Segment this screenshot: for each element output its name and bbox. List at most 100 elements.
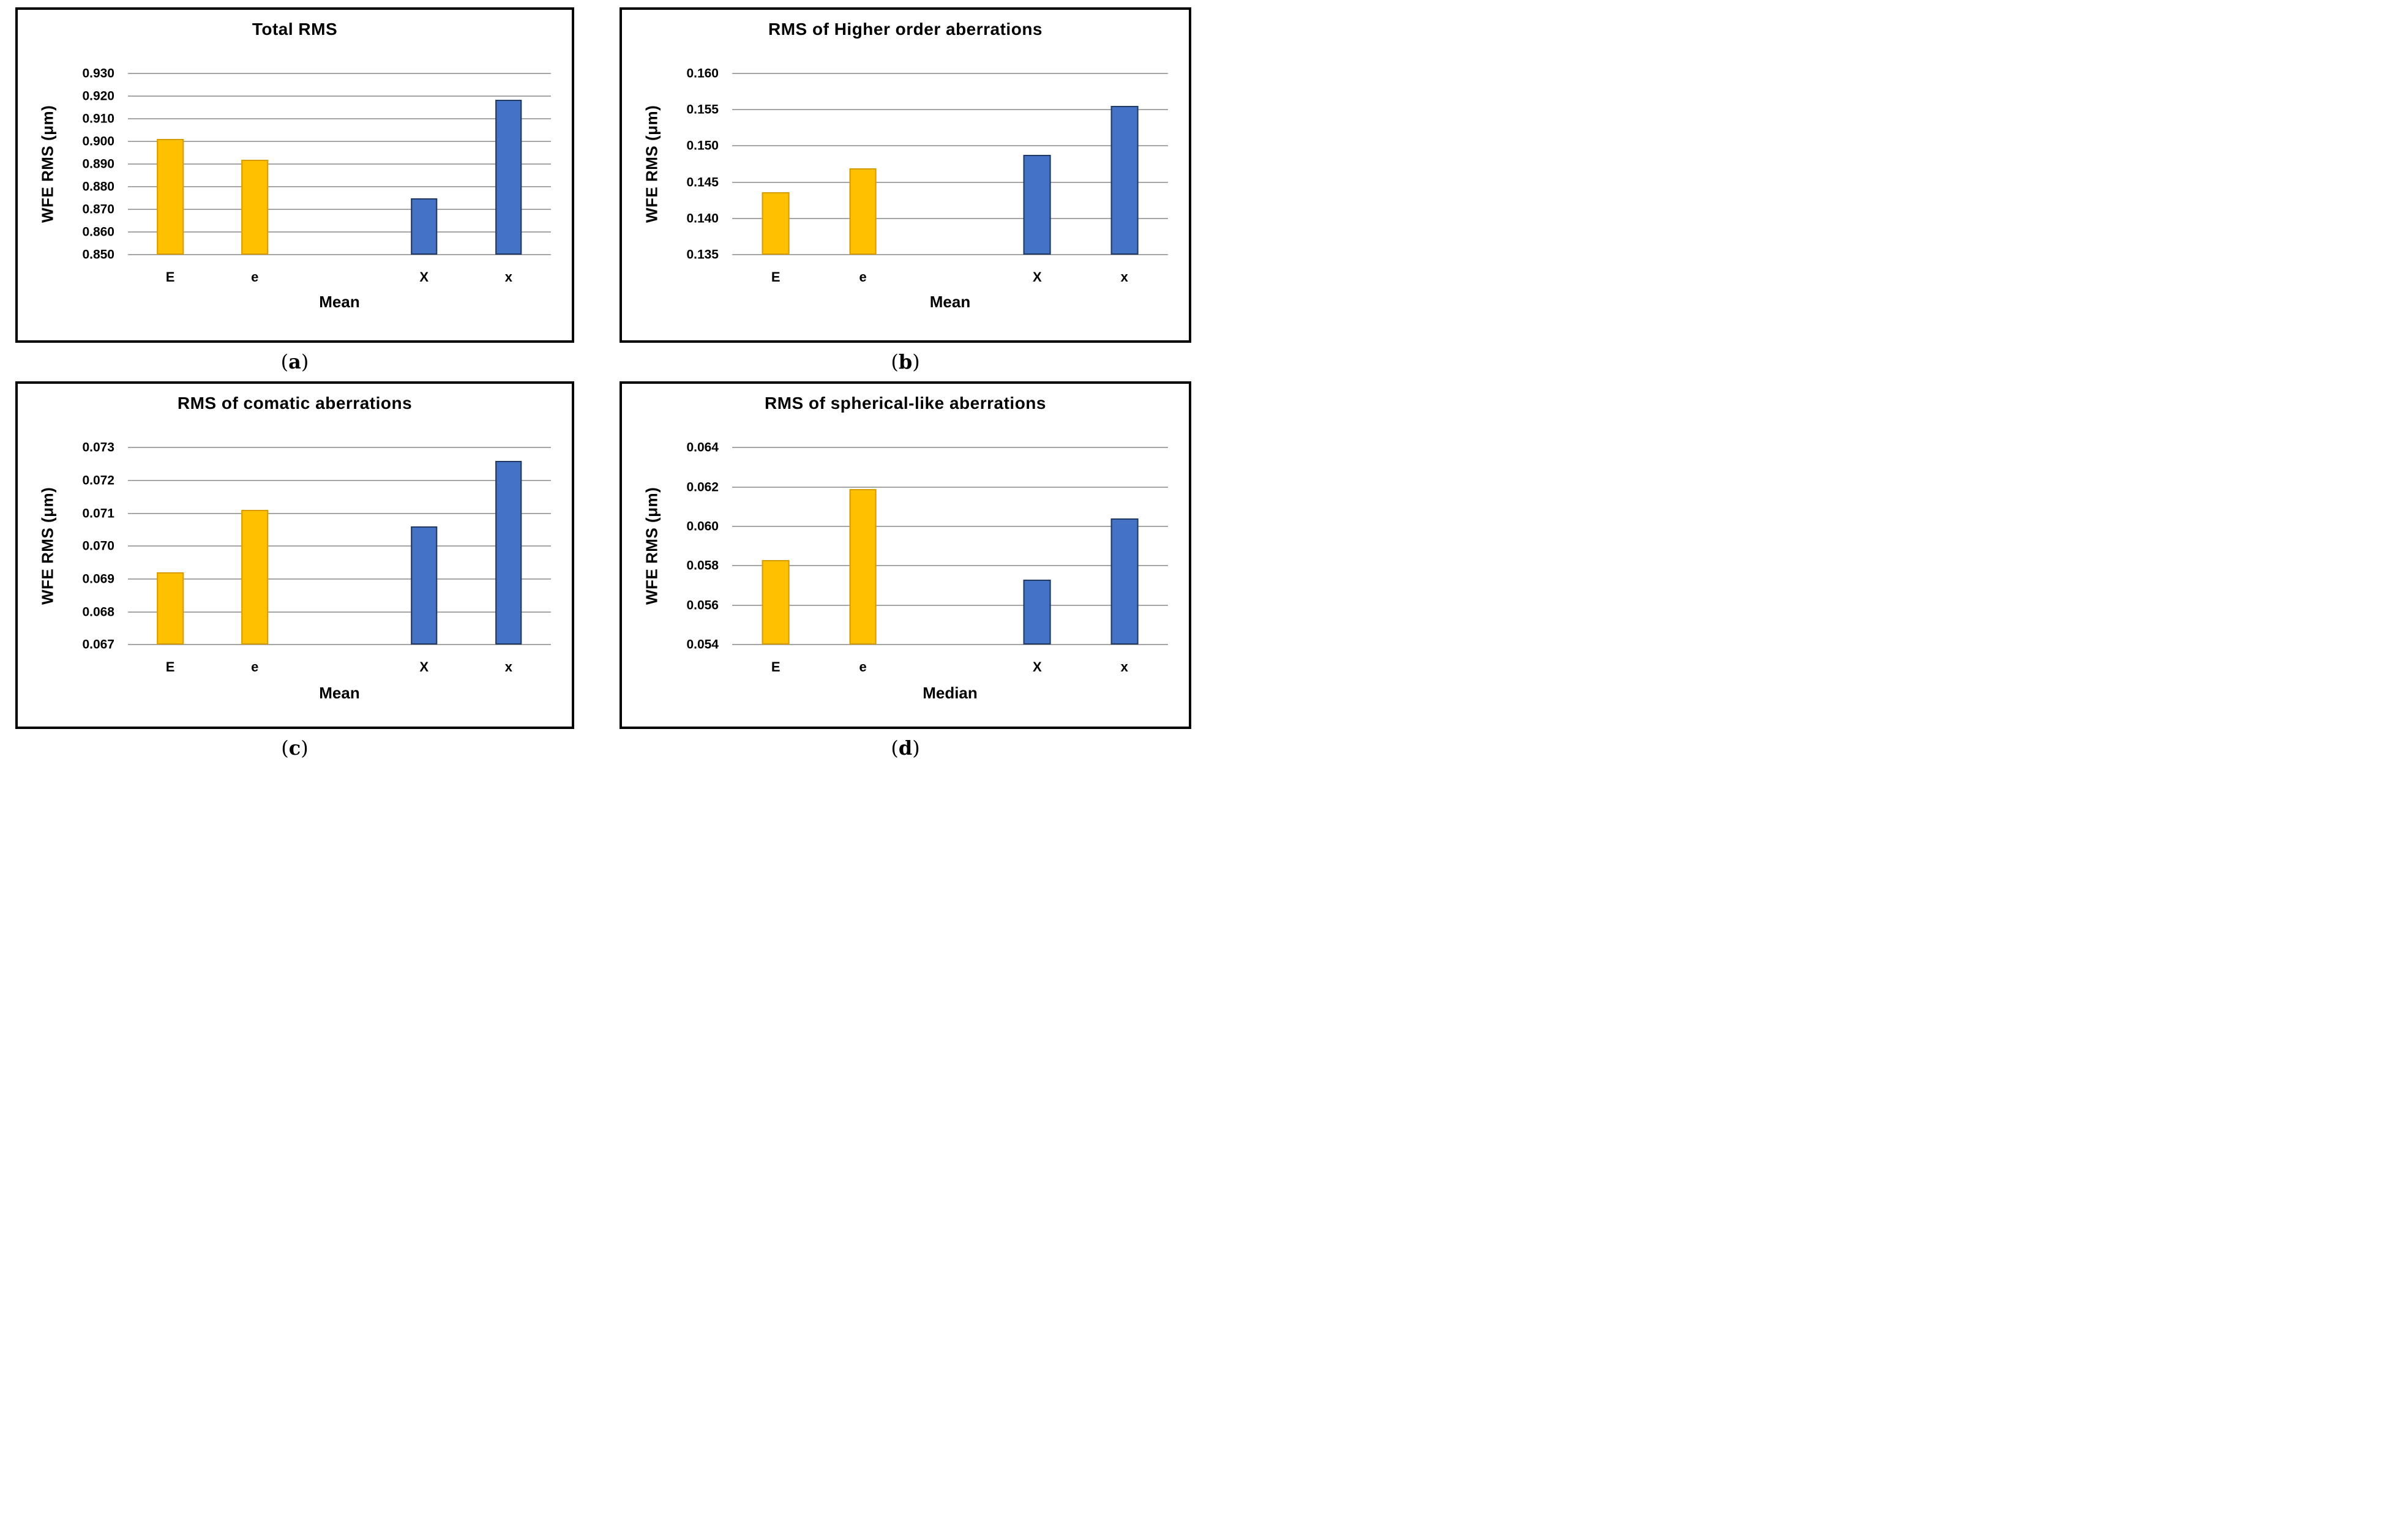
y-tick-label: 0.150 (686, 138, 719, 153)
y-axis-label: WFE RMS (μm) (642, 105, 661, 223)
y-tick-label: 0.062 (686, 480, 719, 495)
x-tick-label: x (1120, 659, 1128, 675)
caption-letter: a (288, 350, 301, 373)
x-tick-label: x (504, 269, 513, 285)
gridline (128, 254, 551, 255)
y-tick-label: 0.860 (82, 225, 114, 239)
caption-paren: ) (912, 736, 920, 760)
caption-paren: ( (280, 350, 289, 373)
gridline (128, 95, 551, 97)
gridline (732, 217, 1168, 219)
caption-paren: ( (891, 350, 899, 373)
gridline (128, 644, 551, 646)
caption-paren: ) (912, 350, 920, 373)
x-tick-label: X (419, 659, 429, 675)
gridline (128, 611, 551, 613)
bar-X (1023, 579, 1051, 645)
gridline (128, 479, 551, 481)
x-tick-label: X (1033, 269, 1042, 285)
bar-e (241, 510, 269, 645)
figure-caption-c: (c) (281, 738, 308, 759)
y-tick-label: 0.870 (82, 202, 114, 217)
gridline (732, 644, 1168, 646)
y-tick-label: 0.070 (82, 539, 114, 553)
figure-caption-d: (d) (891, 738, 919, 759)
gridline (732, 486, 1168, 488)
y-tick-label: 0.072 (82, 473, 114, 488)
x-axis-title: Mean (319, 293, 360, 311)
x-tick-label: E (165, 659, 175, 675)
plot-area: 0.850 0.860 0.870 0.880 0.890 0.900 0.910 0.920… (82, 67, 551, 285)
x-tick-label: e (859, 659, 867, 675)
x-tick-label: x (504, 659, 513, 675)
x-tick-label: e (251, 659, 259, 675)
bar-x (1110, 518, 1139, 645)
x-tick-label: E (771, 269, 781, 285)
bar-X (1023, 154, 1051, 255)
y-tick-label: 0.068 (82, 605, 114, 619)
y-tick-label: 0.920 (82, 89, 114, 103)
y-tick-label: 0.064 (686, 440, 719, 455)
bar-x (495, 99, 522, 255)
gridline (732, 254, 1168, 255)
gridline (732, 447, 1168, 449)
y-tick-label: 0.890 (82, 157, 114, 171)
caption-letter: b (898, 350, 913, 373)
caption-paren: ) (301, 350, 309, 373)
figure-d: RMS of spherical-like aberrations WFE RM… (620, 381, 1191, 759)
y-tick-label: 0.069 (82, 572, 114, 586)
x-axis-title: Median (923, 684, 978, 703)
gridline (128, 545, 551, 547)
x-axis-title: Mean (929, 293, 971, 311)
bar-E (762, 559, 790, 645)
chart-title: RMS of spherical-like aberrations (765, 394, 1046, 413)
gridline (128, 231, 551, 233)
bar-E (157, 572, 184, 645)
caption-paren: ( (281, 736, 289, 760)
bar-x (1110, 106, 1139, 255)
y-tick-label: 0.140 (686, 211, 719, 226)
x-tick-label: E (771, 659, 781, 675)
figure-caption-b: (b) (891, 351, 919, 373)
gridline (128, 447, 551, 449)
bar-X (410, 526, 438, 645)
gridline (128, 118, 551, 119)
gridline (128, 578, 551, 580)
chart-panel-total-rms: Total RMS WFE RMS (μm) 0.850 0.860 0.870 0.… (15, 7, 574, 343)
caption-letter: d (898, 736, 913, 760)
y-tick-label: 0.910 (82, 111, 114, 126)
bar-e (241, 159, 269, 255)
bar-X (410, 198, 438, 255)
chart-title: RMS of comatic aberrations (177, 394, 413, 413)
y-tick-label: 0.160 (686, 66, 719, 81)
y-tick-label: 0.145 (686, 175, 719, 190)
gridline (732, 73, 1168, 74)
figure-c: RMS of comatic aberrations WFE RMS (μm) … (15, 381, 574, 759)
y-tick-label: 0.900 (82, 134, 114, 149)
bar-e (849, 168, 877, 255)
figure-a: Total RMS WFE RMS (μm) 0.850 0.860 0.870 0.… (15, 7, 574, 373)
bar-x (495, 460, 522, 645)
y-tick-label: 0.930 (82, 66, 114, 81)
y-tick-label: 0.056 (686, 598, 719, 613)
gridline (732, 145, 1168, 147)
x-tick-label: X (1033, 659, 1042, 675)
gridline (128, 73, 551, 74)
gridline (128, 186, 551, 187)
x-tick-label: e (859, 269, 867, 285)
gridline (732, 109, 1168, 111)
x-tick-label: X (419, 269, 429, 285)
gridline (128, 163, 551, 165)
bar-E (762, 192, 790, 255)
y-tick-label: 0.071 (82, 506, 114, 521)
chart-panel-higher-order: RMS of Higher order aberrations WFE RMS … (620, 7, 1191, 343)
x-tick-label: x (1120, 269, 1128, 285)
caption-paren: ) (301, 736, 309, 760)
gridline (732, 181, 1168, 183)
bar-e (849, 488, 877, 645)
y-tick-label: 0.880 (82, 179, 114, 194)
y-axis-label: WFE RMS (μm) (642, 487, 661, 605)
figure-b: RMS of Higher order aberrations WFE RMS … (620, 7, 1191, 373)
